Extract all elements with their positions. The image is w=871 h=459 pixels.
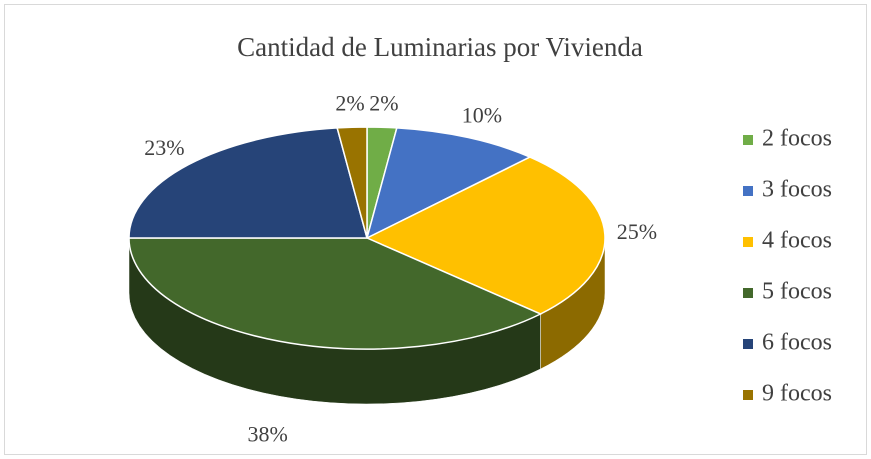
data-label: 2% bbox=[335, 90, 364, 115]
legend-label: 2 focos bbox=[762, 126, 832, 152]
legend-swatch bbox=[743, 288, 753, 298]
legend-label: 6 focos bbox=[762, 330, 832, 356]
legend-label: 3 focos bbox=[762, 177, 832, 203]
legend-swatch bbox=[743, 390, 753, 400]
slice bbox=[336, 126, 368, 239]
legend-swatch bbox=[743, 186, 753, 196]
legend-swatch bbox=[743, 237, 753, 247]
legend-label: 5 focos bbox=[762, 279, 832, 305]
data-label: 38% bbox=[247, 422, 287, 447]
legend-swatch bbox=[743, 135, 753, 145]
slice bbox=[365, 127, 532, 240]
data-label: 23% bbox=[144, 135, 184, 160]
data-label: 2% bbox=[369, 90, 398, 115]
legend-swatch bbox=[743, 339, 753, 349]
data-label: 10% bbox=[462, 103, 502, 128]
legend-label: 4 focos bbox=[762, 228, 832, 254]
data-label: 25% bbox=[617, 219, 657, 244]
legend-label: 9 focos bbox=[762, 381, 832, 407]
slice bbox=[128, 237, 543, 350]
slice bbox=[128, 127, 368, 239]
slice bbox=[365, 156, 606, 315]
chart-title: Cantidad de Luminarias por Vivienda bbox=[237, 32, 643, 62]
